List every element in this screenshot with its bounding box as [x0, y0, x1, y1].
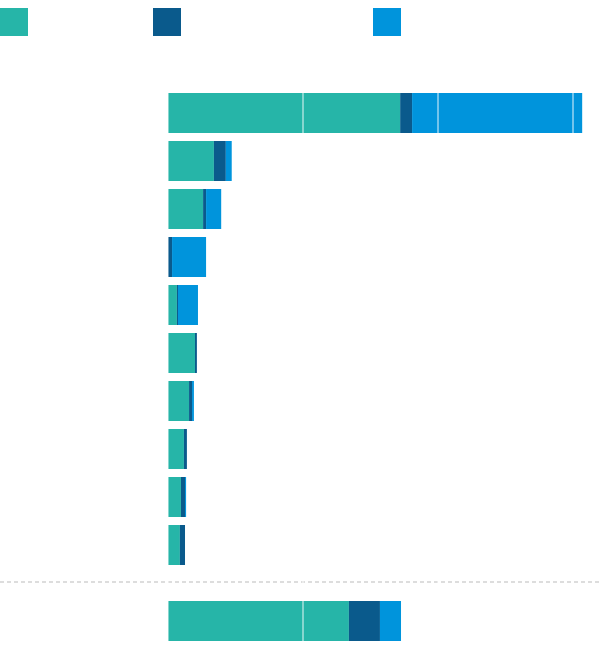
bar-segment [168, 285, 177, 325]
bar-segment [168, 525, 180, 565]
bar-segment [179, 525, 186, 565]
bar-segment [412, 93, 583, 133]
bar-segment [168, 141, 214, 181]
bar-segment [168, 601, 349, 641]
bar-segment [183, 429, 187, 469]
bar-segment [168, 237, 173, 277]
bar-segment [379, 601, 402, 641]
bar-segment [172, 237, 207, 277]
bar-segment [177, 285, 198, 325]
legend-swatch [153, 8, 181, 36]
bar-segment [168, 477, 181, 517]
bar-segment [195, 333, 197, 373]
bar-segment [213, 141, 226, 181]
bar-segment [168, 381, 190, 421]
bar-segment [176, 285, 178, 325]
bar-segment [225, 141, 232, 181]
bar-segment [203, 189, 207, 229]
bar-segment [189, 381, 193, 421]
bar-segment [400, 93, 413, 133]
bar-segment [348, 601, 380, 641]
bar-segment [192, 381, 194, 421]
bar-segment [206, 189, 222, 229]
bar-segment [168, 429, 184, 469]
legend-swatch [0, 8, 28, 36]
bar-segment [185, 477, 187, 517]
bar-segment [168, 93, 401, 133]
bar-segment [180, 477, 186, 517]
legend-swatch [373, 8, 401, 36]
bar-segment [168, 333, 195, 373]
bar-segment [168, 189, 204, 229]
